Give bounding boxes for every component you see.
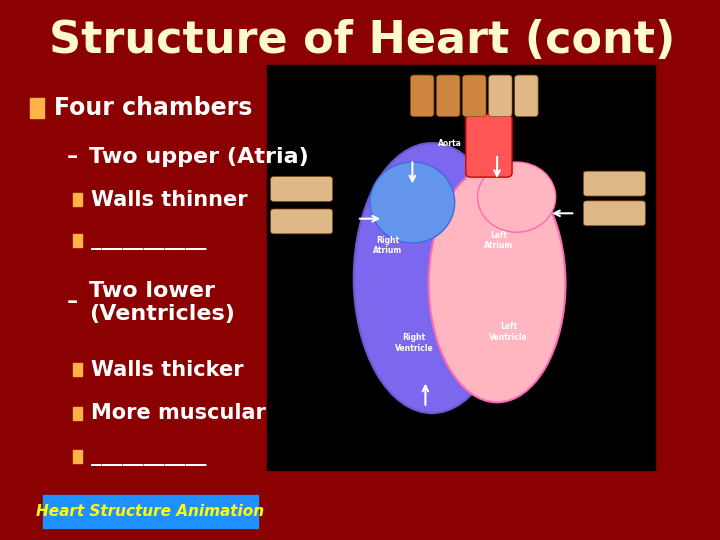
FancyBboxPatch shape <box>271 177 333 201</box>
FancyBboxPatch shape <box>515 75 538 117</box>
FancyBboxPatch shape <box>436 75 460 117</box>
Text: Two upper (Atria): Two upper (Atria) <box>89 146 310 167</box>
FancyBboxPatch shape <box>42 495 258 528</box>
Text: More muscular: More muscular <box>91 403 266 423</box>
FancyBboxPatch shape <box>271 209 333 234</box>
Text: ___________: ___________ <box>91 230 207 251</box>
FancyBboxPatch shape <box>267 65 655 470</box>
Text: Structure of Heart (cont): Structure of Heart (cont) <box>49 19 675 62</box>
Text: –: – <box>67 146 78 167</box>
Text: Aorta: Aorta <box>438 139 462 147</box>
FancyBboxPatch shape <box>73 363 82 376</box>
FancyBboxPatch shape <box>489 75 512 117</box>
Ellipse shape <box>477 162 556 232</box>
Text: ___________: ___________ <box>91 446 207 467</box>
Text: Right
Ventricle: Right Ventricle <box>395 333 433 353</box>
FancyBboxPatch shape <box>583 201 645 226</box>
FancyBboxPatch shape <box>73 193 82 206</box>
FancyBboxPatch shape <box>462 75 486 117</box>
FancyBboxPatch shape <box>410 75 434 117</box>
FancyBboxPatch shape <box>73 450 82 463</box>
Text: Walls thinner: Walls thinner <box>91 190 248 210</box>
Text: Right
Atrium: Right Atrium <box>373 236 402 255</box>
Text: Two lower
(Ventricles): Two lower (Ventricles) <box>89 281 235 324</box>
Ellipse shape <box>354 143 510 413</box>
Text: Left
Atrium: Left Atrium <box>484 231 513 250</box>
FancyBboxPatch shape <box>30 98 44 118</box>
FancyBboxPatch shape <box>73 234 82 247</box>
FancyBboxPatch shape <box>466 114 512 177</box>
Text: Heart Structure Animation: Heart Structure Animation <box>36 504 264 519</box>
FancyBboxPatch shape <box>583 171 645 196</box>
Ellipse shape <box>428 165 565 402</box>
FancyBboxPatch shape <box>73 407 82 420</box>
Ellipse shape <box>370 162 455 243</box>
Text: Walls thicker: Walls thicker <box>91 360 244 380</box>
Text: –: – <box>67 292 78 313</box>
Text: Four chambers: Four chambers <box>54 96 252 120</box>
Text: Left
Ventricle: Left Ventricle <box>489 322 528 342</box>
